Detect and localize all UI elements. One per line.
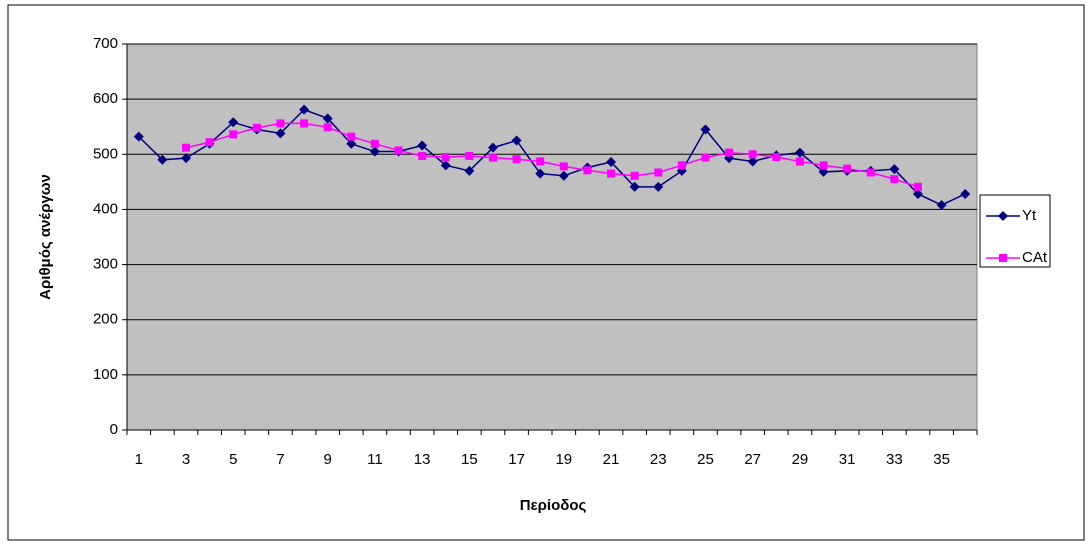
- y-tick-label: 400: [93, 200, 118, 217]
- data-point: [700, 124, 711, 135]
- data-point: [133, 131, 144, 142]
- data-point: [536, 157, 545, 166]
- data-point: [370, 139, 379, 148]
- data-point: [440, 160, 451, 171]
- data-point: [488, 153, 497, 162]
- data-point: [677, 161, 686, 170]
- y-tick-label: 200: [93, 311, 118, 328]
- data-point: [912, 188, 923, 199]
- data-point: [487, 142, 498, 153]
- legend-marker: [998, 211, 1008, 221]
- x-tick-label: 9: [324, 451, 332, 468]
- x-axis-label: Περίοδος: [520, 497, 587, 514]
- data-point: [418, 151, 427, 160]
- data-point: [417, 140, 428, 151]
- x-tick-label: 25: [697, 451, 714, 468]
- x-tick-label: 29: [792, 451, 809, 468]
- data-point: [794, 147, 805, 158]
- data-point: [960, 188, 971, 199]
- data-point: [843, 164, 852, 173]
- data-point: [795, 157, 804, 166]
- x-tick-label: 1: [135, 451, 143, 468]
- data-point: [276, 119, 285, 128]
- data-point: [747, 156, 758, 167]
- y-axis-label: Αριθμός ανέργων: [37, 174, 54, 300]
- data-point: [630, 171, 639, 180]
- data-point: [182, 143, 191, 152]
- x-tick-label: 23: [650, 451, 667, 468]
- data-point: [559, 162, 568, 171]
- data-point: [889, 164, 900, 175]
- data-point: [819, 161, 828, 170]
- legend-label: Yt: [1022, 207, 1037, 224]
- data-point: [394, 146, 403, 155]
- x-tick-label: 15: [461, 451, 478, 468]
- data-point: [275, 128, 286, 139]
- data-point: [464, 165, 475, 176]
- data-point: [228, 117, 239, 128]
- y-tick-label: 500: [93, 145, 118, 162]
- x-tick-label: 3: [182, 451, 190, 468]
- data-point: [748, 150, 757, 159]
- data-point: [725, 148, 734, 157]
- x-tick-label: 33: [886, 451, 903, 468]
- legend-marker: [999, 254, 1007, 262]
- data-point: [347, 132, 356, 141]
- x-tick-label: 7: [276, 451, 284, 468]
- data-point: [701, 153, 710, 162]
- data-point: [607, 169, 616, 178]
- data-point: [866, 168, 875, 177]
- data-point: [558, 170, 569, 181]
- data-point: [229, 130, 238, 139]
- x-tick-label: 27: [744, 451, 761, 468]
- data-point: [535, 168, 546, 179]
- data-point: [772, 153, 781, 162]
- data-point: [654, 168, 663, 177]
- data-point: [300, 119, 309, 128]
- data-point: [465, 151, 474, 160]
- y-tick-label: 600: [93, 90, 118, 107]
- y-tick-label: 300: [93, 256, 118, 273]
- data-point: [512, 155, 521, 164]
- x-tick-label: 5: [229, 451, 237, 468]
- data-point: [629, 181, 640, 192]
- data-point: [299, 104, 310, 115]
- data-point: [606, 157, 617, 168]
- data-point: [913, 182, 922, 191]
- data-point: [181, 153, 192, 164]
- y-tick-label: 100: [93, 366, 118, 383]
- data-point: [346, 138, 357, 149]
- data-point: [511, 135, 522, 146]
- legend-label: CAt: [1022, 249, 1048, 266]
- data-point: [653, 181, 664, 192]
- data-point: [890, 175, 899, 184]
- x-tick-label: 21: [603, 451, 620, 468]
- data-point: [157, 154, 168, 165]
- x-tick-label: 31: [839, 451, 856, 468]
- data-point: [818, 166, 829, 177]
- y-tick-label: 0: [110, 421, 118, 438]
- x-tick-label: 19: [555, 451, 572, 468]
- data-point: [252, 123, 261, 132]
- x-tick-label: 17: [508, 451, 525, 468]
- x-tick-label: 35: [933, 451, 950, 468]
- data-point: [205, 138, 214, 147]
- data-point: [369, 146, 380, 157]
- data-point: [323, 123, 332, 132]
- x-tick-label: 11: [367, 451, 383, 468]
- plot-area: [126, 43, 978, 431]
- data-point: [441, 153, 450, 162]
- data-point: [936, 200, 947, 211]
- data-point: [322, 113, 333, 124]
- y-tick-label: 700: [93, 35, 118, 52]
- data-point: [583, 166, 592, 175]
- x-tick-label: 13: [414, 451, 431, 468]
- legend-box: [979, 194, 1051, 268]
